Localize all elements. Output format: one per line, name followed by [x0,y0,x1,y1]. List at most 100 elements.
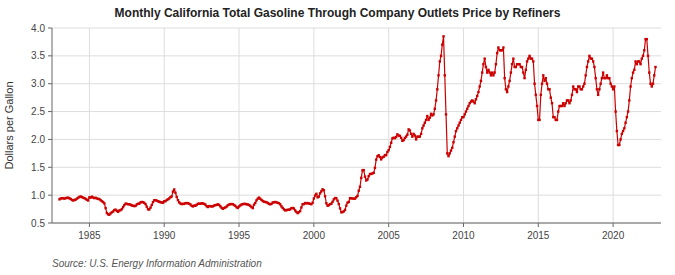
line [59,36,655,214]
x-tick-label: 2020 [602,230,625,241]
marker [456,127,458,129]
marker [619,138,621,140]
marker [631,77,633,79]
marker [490,74,492,76]
marker [429,117,431,119]
marker [446,152,448,154]
marker [345,204,347,206]
marker [439,60,441,62]
marker [508,80,510,82]
marker [103,202,105,204]
marker [614,110,616,112]
marker [421,127,423,129]
marker [299,210,301,212]
marker [449,152,451,154]
marker [406,133,408,135]
marker [647,55,649,57]
marker [467,105,469,107]
grid-line [52,223,661,224]
grid-line [52,55,661,56]
marker [553,116,555,118]
marker [510,71,512,73]
marker [444,74,446,76]
x-tick-label: 2000 [303,230,326,241]
x-tick-label: 1995 [228,230,251,241]
grid-line [89,28,90,223]
marker [410,133,412,135]
marker [596,88,598,90]
marker [445,113,447,115]
marker [588,55,590,57]
marker [532,60,534,62]
title: Monthly California Total Gasoline Throug… [115,6,561,20]
marker [177,199,179,201]
marker [172,190,174,192]
marker [476,95,478,97]
marker [627,110,629,112]
marker [601,77,603,79]
marker [475,98,477,100]
marker [648,71,650,73]
marker [385,154,387,156]
marker [572,85,574,87]
marker [646,38,648,40]
x-tick [239,223,240,227]
grid-line [463,28,464,223]
marker [649,83,651,85]
y-tick [48,111,52,112]
marker [420,133,422,135]
marker [364,175,366,177]
marker [651,85,653,87]
marker [542,74,544,76]
marker [419,135,421,137]
marker [436,88,438,90]
marker [149,206,151,208]
y-tick [48,83,52,84]
grid-line [313,28,314,223]
marker [557,110,559,112]
marker [632,71,634,73]
x-tick [463,223,464,227]
marker [252,207,254,209]
y-tick-label: 2.0 [31,134,45,145]
marker [582,85,584,87]
marker [525,69,527,71]
marker [565,102,567,104]
y-tick [48,28,52,29]
marker [550,96,552,98]
series [58,35,656,216]
marker [567,99,569,101]
marker [387,149,389,151]
marker [437,74,439,76]
marker [331,201,333,203]
marker [621,133,623,135]
marker [425,119,427,121]
marker [618,144,620,146]
marker [523,77,525,79]
y-tick-label: 0.5 [31,218,45,229]
grid [52,28,661,223]
marker [432,113,434,115]
marker [586,66,588,68]
marker [622,130,624,132]
x-tick-label: 2010 [452,230,475,241]
x-tick-label: 1990 [153,230,176,241]
marker [613,85,615,87]
marker [638,60,640,62]
marker [592,60,594,62]
marker [535,94,537,96]
y-tick-label: 2.5 [31,106,45,117]
marker [598,88,600,90]
marker [336,200,338,202]
y-axis-label: Dollars per Gallon [3,81,15,169]
marker [485,66,487,68]
grid-line [538,28,539,223]
marker [538,119,540,121]
x-axis-line [52,223,661,224]
marker [389,146,391,148]
marker [545,77,547,79]
marker [359,186,361,188]
marker [568,102,570,104]
marker [606,74,608,76]
marker [434,108,436,110]
